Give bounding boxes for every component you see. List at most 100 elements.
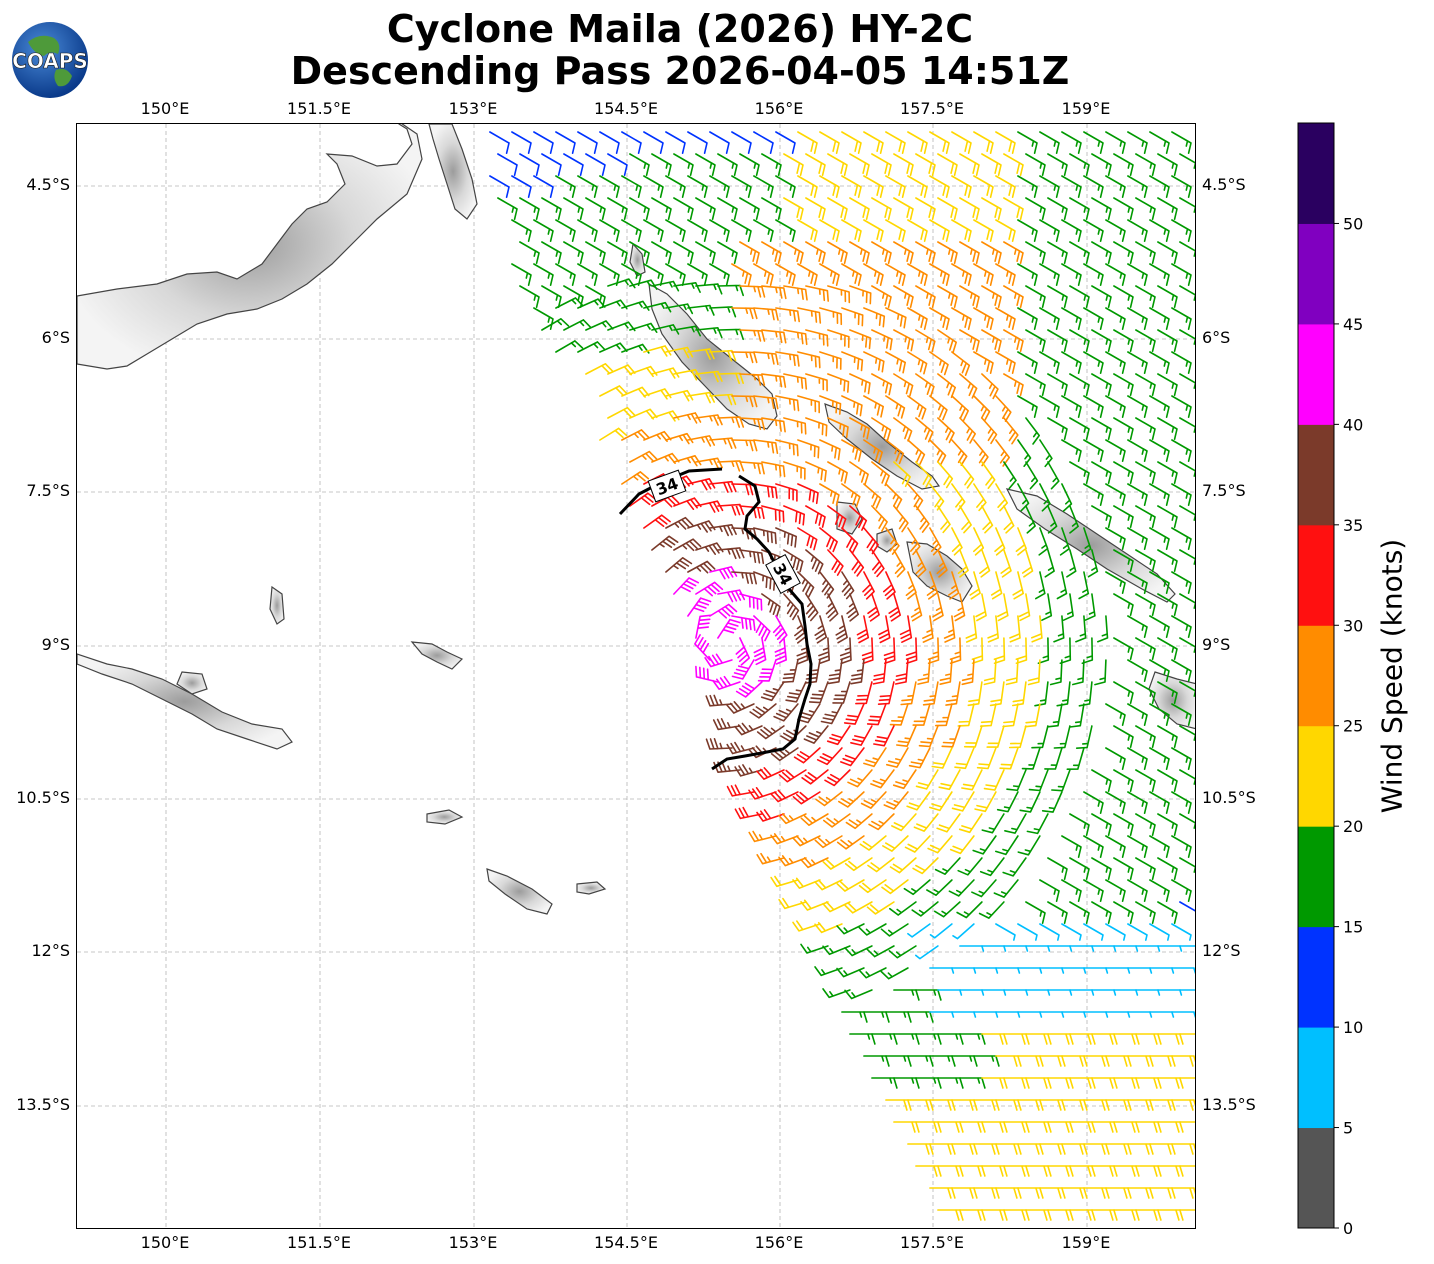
woodlark-island [426, 809, 464, 825]
wind-barb [952, 923, 975, 940]
wind-barb [621, 175, 642, 198]
wind-barb [753, 351, 779, 366]
wind-barb [958, 813, 983, 834]
wind-barb [1003, 153, 1024, 176]
wind-barb [1127, 1143, 1154, 1155]
wind-barb [886, 747, 909, 768]
wind-barb [717, 618, 741, 639]
wind-barb [629, 322, 658, 333]
wind-barb [665, 131, 686, 154]
wind-barb [922, 615, 934, 643]
wind-barb [770, 833, 799, 845]
wind-barb [709, 263, 730, 286]
wind-barb [1179, 989, 1195, 991]
wind-barb [1012, 681, 1027, 707]
wind-barb [1061, 1055, 1088, 1067]
wind-barb [835, 615, 848, 644]
wind-barb [927, 835, 953, 854]
wind-barb [756, 725, 785, 740]
rossel-island [486, 868, 553, 915]
wind-barb [885, 1011, 912, 1023]
wind-barb [863, 175, 884, 198]
wind-barb [841, 131, 862, 154]
wind-barb [695, 665, 719, 683]
wind-barb [995, 1143, 1022, 1155]
wind-barb [1069, 1077, 1096, 1089]
wind-barb [957, 857, 983, 876]
wind-barb [917, 659, 931, 685]
wind-barb [893, 505, 909, 533]
wind-barb [808, 681, 829, 704]
wind-barb [1171, 1055, 1195, 1067]
wind-barb [965, 615, 978, 643]
wind-barb [1047, 417, 1068, 440]
wind-barb [1003, 945, 1029, 952]
wind-barb [849, 1033, 876, 1045]
wind-barb [709, 437, 737, 449]
wind-barb [1024, 703, 1041, 728]
wind-barb [951, 791, 975, 812]
wind-barb [937, 1165, 964, 1177]
wind-barb [1179, 197, 1195, 213]
wind-barb [629, 241, 650, 264]
wind-barb [827, 153, 848, 176]
wind-barb [849, 197, 870, 220]
wind-barb [1135, 549, 1156, 572]
wind-barb [949, 637, 962, 664]
colorbar-bin [1298, 1027, 1334, 1129]
wind-barb [959, 1209, 986, 1221]
wind-barb [981, 1209, 1008, 1221]
wind-barb [797, 483, 819, 505]
wind-barb [1056, 571, 1068, 600]
wind-barb [866, 901, 895, 915]
wind-barb [1171, 879, 1192, 902]
wind-barb [1157, 725, 1178, 748]
wind-barb [929, 351, 949, 376]
wind-barb [1025, 945, 1051, 952]
wind-barb [1025, 461, 1039, 490]
wind-barb [858, 967, 887, 979]
wind-barb [599, 263, 620, 286]
wind-barb [1047, 989, 1073, 996]
wind-barb [1171, 747, 1192, 770]
lon-label-top: 151.5°E [287, 99, 351, 118]
wind-barb [1047, 373, 1068, 396]
wind-barb [1171, 703, 1192, 726]
wind-barb [820, 703, 843, 725]
wind-barb [1083, 791, 1104, 814]
wind-barb [1091, 1033, 1118, 1045]
wind-barb [739, 153, 760, 176]
wind-barb [792, 791, 821, 805]
wind-barb [841, 351, 864, 372]
colorbar-bin [1298, 524, 1334, 626]
lat-label-right: 13.5°S [1202, 1095, 1256, 1114]
wind-barb [873, 725, 895, 747]
wind-barb [1069, 813, 1090, 836]
lon-label-bottom: 153°E [448, 1233, 498, 1252]
wind-barb [849, 417, 870, 440]
wind-barb [1113, 461, 1134, 484]
wind-barb [1113, 285, 1134, 308]
wind-barb [753, 263, 774, 286]
wind-barb [1091, 989, 1117, 996]
wind-barb [643, 514, 671, 529]
colorbar-tick-label: 35 [1343, 516, 1363, 535]
wind-barb [1179, 285, 1195, 301]
wind-barb [1135, 1209, 1162, 1221]
wind-barb [1025, 417, 1040, 445]
wind-barb [863, 1055, 890, 1067]
wind-barb [915, 945, 939, 960]
wind-barb [761, 461, 786, 478]
lon-label-bottom: 157.5°E [900, 1233, 964, 1252]
wind-barb [1171, 439, 1192, 462]
wind-barb [709, 480, 737, 493]
wind-barb [1061, 1099, 1088, 1111]
wind-barb [735, 681, 763, 698]
map-svg: 34 34 [77, 124, 1195, 1228]
wind-barb [797, 219, 818, 242]
wind-barb [891, 813, 917, 832]
wind-barb [1017, 307, 1038, 330]
colorbar-title: Wind Speed (knots) [1375, 538, 1409, 814]
vella-lavella-island [836, 501, 863, 535]
wind-barb [1002, 857, 1027, 877]
